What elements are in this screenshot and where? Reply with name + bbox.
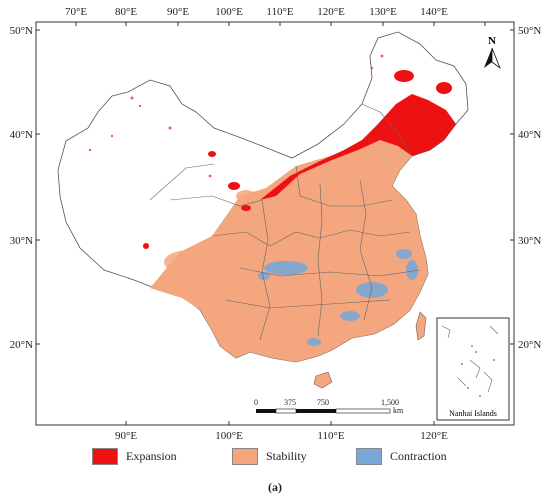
scale-tick-375: 375 <box>284 398 296 407</box>
scale-tick-750: 750 <box>317 398 329 407</box>
legend-label-contraction: Contraction <box>390 449 447 463</box>
legend-item-expansion: Expansion <box>92 448 177 465</box>
legend-item-contraction: Contraction <box>356 448 447 465</box>
taiwan-island <box>415 311 427 341</box>
legend-swatch-contraction <box>356 448 382 465</box>
lon-top-140: 140°E <box>420 6 448 18</box>
north-label: N <box>488 35 496 47</box>
lon-top-110: 110°E <box>266 6 293 18</box>
legend-swatch-expansion <box>92 448 118 465</box>
inset-label: Nanhai Islands <box>449 409 497 418</box>
inset-island-dots <box>461 345 495 397</box>
lon-top-100: 100°E <box>215 6 243 18</box>
north-arrow-icon <box>484 47 501 70</box>
latitude-ticks <box>36 29 514 345</box>
lat-left-20: 20°N <box>10 339 33 351</box>
legend-swatch-stability <box>232 448 258 465</box>
bottom-longitude-ticks <box>125 421 435 425</box>
lon-bottom-100: 100°E <box>215 430 243 442</box>
lon-top-80: 80°E <box>115 6 137 18</box>
expansion-patches <box>143 70 456 249</box>
figure-caption: (a) <box>268 480 282 494</box>
legend-label-expansion: Expansion <box>126 449 177 463</box>
contraction-patches <box>258 249 418 346</box>
expansion-specks-west <box>88 54 384 178</box>
top-longitude-ticks <box>75 22 486 26</box>
legend: Expansion Stability Contraction <box>0 448 550 474</box>
scale-bar <box>256 408 391 414</box>
lon-top-90: 90°E <box>167 6 189 18</box>
inset-islands <box>441 325 499 393</box>
scale-unit: km <box>393 406 404 415</box>
lat-right-40: 40°N <box>518 129 541 141</box>
lat-left-40: 40°N <box>10 129 33 141</box>
lat-left-30: 30°N <box>10 235 33 247</box>
lon-bottom-110: 110°E <box>317 430 344 442</box>
china-habitat-change-map: 70°E 80°E 90°E 100°E 110°E 120°E 130°E 1… <box>10 6 542 442</box>
lon-top-70: 70°E <box>65 6 87 18</box>
stability-speckles <box>164 172 392 322</box>
scale-tick-0: 0 <box>254 398 258 407</box>
lat-right-50: 50°N <box>518 25 541 37</box>
province-boundaries <box>149 103 421 341</box>
legend-label-stability: Stability <box>266 449 307 463</box>
lon-top-130: 130°E <box>369 6 397 18</box>
lat-right-30: 30°N <box>518 235 541 247</box>
inset-frame <box>436 317 510 421</box>
hainan-island <box>313 371 333 389</box>
scale-tick-1500: 1,500 <box>381 398 399 407</box>
lon-bottom-90: 90°E <box>115 430 137 442</box>
lat-left-50: 50°N <box>10 25 33 37</box>
lat-right-20: 20°N <box>518 339 541 351</box>
legend-item-stability: Stability <box>232 448 307 465</box>
lon-top-120: 120°E <box>317 6 345 18</box>
lon-bottom-120: 120°E <box>420 430 448 442</box>
